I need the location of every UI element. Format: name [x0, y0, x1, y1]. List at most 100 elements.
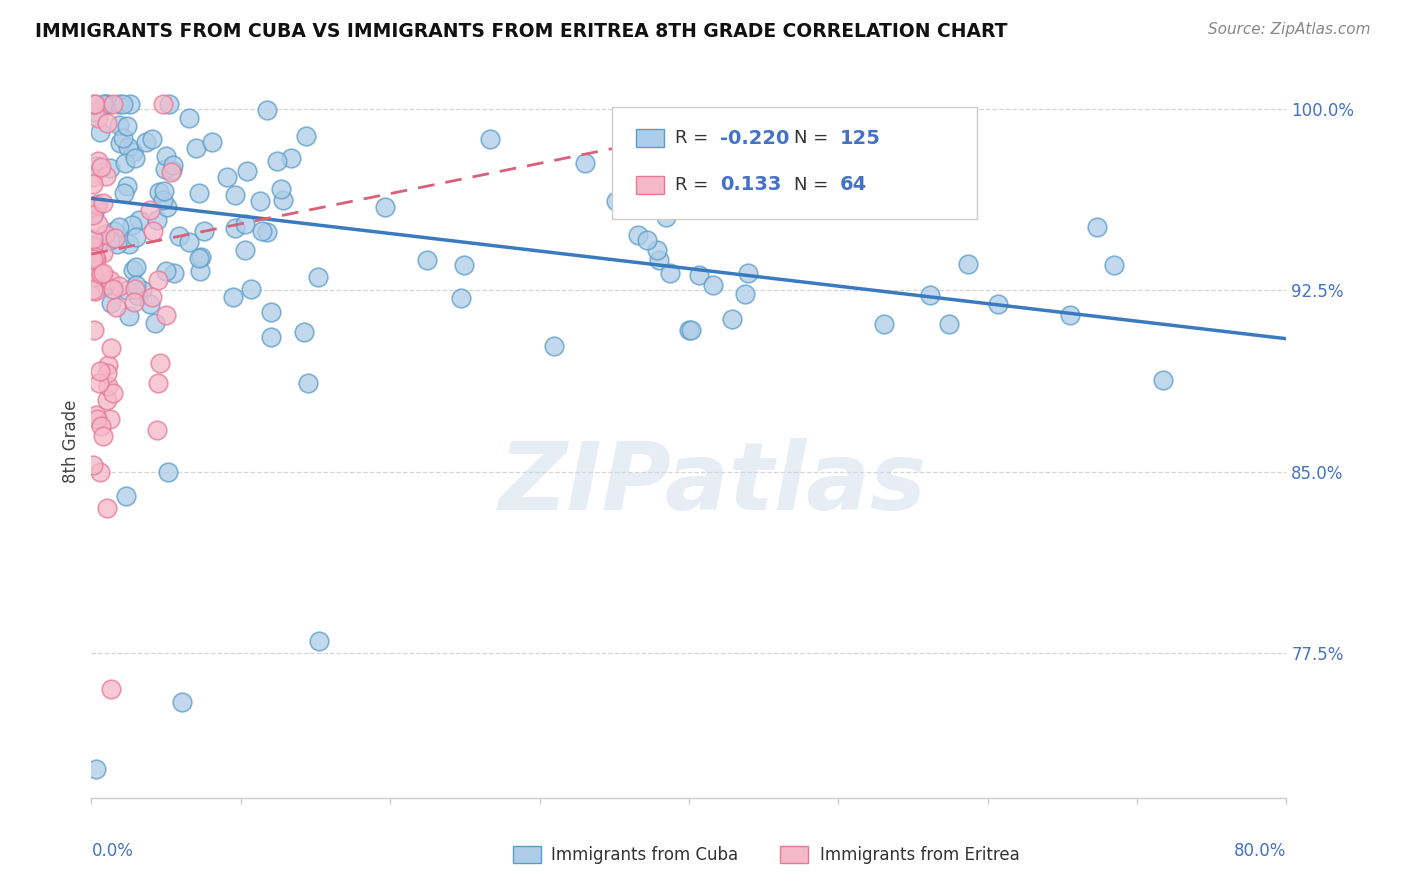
Point — [292, 325, 315, 339]
Point — [188, 263, 211, 277]
Text: R =: R = — [675, 176, 714, 194]
Point — [83, 97, 105, 112]
Point — [256, 225, 278, 239]
Point — [100, 682, 122, 697]
Point — [103, 97, 125, 112]
Point — [1059, 308, 1081, 322]
Point — [117, 309, 139, 323]
Point — [118, 237, 141, 252]
Point — [1085, 219, 1108, 234]
Point — [98, 233, 121, 247]
Point — [115, 489, 138, 503]
Point — [655, 210, 678, 224]
Point — [84, 250, 107, 264]
Point — [82, 169, 104, 184]
Point — [96, 366, 118, 380]
Point — [236, 164, 259, 178]
Point — [93, 429, 115, 443]
Point — [91, 245, 114, 260]
Point — [987, 297, 1010, 311]
Point — [82, 239, 104, 253]
Point — [107, 118, 129, 132]
Point — [103, 386, 125, 401]
Point — [148, 185, 170, 199]
Point — [101, 282, 124, 296]
Point — [93, 266, 115, 280]
Point — [659, 266, 682, 280]
Point — [91, 195, 114, 210]
Point — [720, 312, 742, 326]
Point — [374, 200, 396, 214]
Point — [82, 252, 104, 267]
Point — [100, 232, 122, 246]
Point — [148, 273, 170, 287]
Y-axis label: 8th Grade: 8th Grade — [62, 400, 80, 483]
Point — [308, 634, 330, 648]
Point — [82, 177, 104, 191]
Point — [114, 156, 136, 170]
Point — [307, 270, 329, 285]
Point — [190, 250, 212, 264]
Point — [155, 149, 177, 163]
Point — [702, 278, 724, 293]
Point — [543, 339, 565, 353]
Point — [259, 329, 281, 343]
Text: Immigrants from Eritrea: Immigrants from Eritrea — [820, 846, 1019, 863]
Point — [84, 762, 107, 776]
Point — [688, 268, 710, 282]
Point — [86, 197, 108, 211]
Point — [249, 194, 271, 208]
Point — [122, 145, 145, 160]
Point — [187, 186, 209, 200]
Text: Immigrants from Cuba: Immigrants from Cuba — [551, 846, 738, 863]
Point — [233, 217, 256, 231]
Point — [162, 158, 184, 172]
Point — [636, 233, 658, 247]
Point — [84, 409, 107, 423]
Text: 80.0%: 80.0% — [1234, 842, 1286, 860]
Point — [82, 245, 104, 260]
Point — [82, 263, 104, 277]
Point — [627, 227, 650, 242]
Text: ZIPatlas: ZIPatlas — [499, 438, 927, 531]
Point — [122, 295, 145, 310]
Point — [146, 423, 169, 437]
Point — [280, 151, 302, 165]
Point — [124, 260, 146, 274]
Point — [145, 316, 167, 330]
Text: N =: N = — [794, 176, 834, 194]
Point — [98, 161, 121, 175]
Point — [193, 224, 215, 238]
Point — [83, 269, 105, 284]
Point — [87, 217, 110, 231]
Point — [98, 273, 121, 287]
Point — [120, 97, 142, 112]
Point — [155, 308, 177, 322]
Point — [146, 212, 169, 227]
Text: -0.220: -0.220 — [720, 128, 789, 148]
Point — [100, 341, 122, 355]
Point — [125, 229, 148, 244]
Text: R =: R = — [675, 129, 714, 147]
Point — [184, 141, 207, 155]
Point — [177, 235, 200, 249]
Point — [82, 232, 104, 246]
Point — [217, 169, 239, 184]
Point — [271, 193, 294, 207]
Point — [98, 412, 121, 426]
Point — [157, 465, 180, 479]
Point — [224, 188, 246, 202]
Point — [108, 136, 131, 151]
Point — [128, 212, 150, 227]
Point — [86, 412, 108, 426]
Point — [157, 97, 180, 112]
Text: 64: 64 — [839, 175, 866, 194]
Point — [124, 282, 146, 296]
Point — [89, 364, 111, 378]
Point — [167, 228, 190, 243]
Point — [100, 296, 122, 310]
Point — [478, 132, 501, 146]
Point — [112, 186, 135, 201]
Point — [82, 458, 104, 473]
Point — [83, 104, 105, 119]
